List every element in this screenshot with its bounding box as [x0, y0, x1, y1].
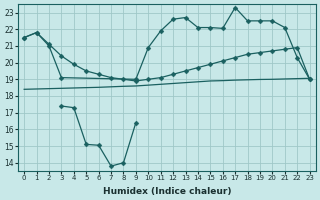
X-axis label: Humidex (Indice chaleur): Humidex (Indice chaleur) [103, 187, 231, 196]
